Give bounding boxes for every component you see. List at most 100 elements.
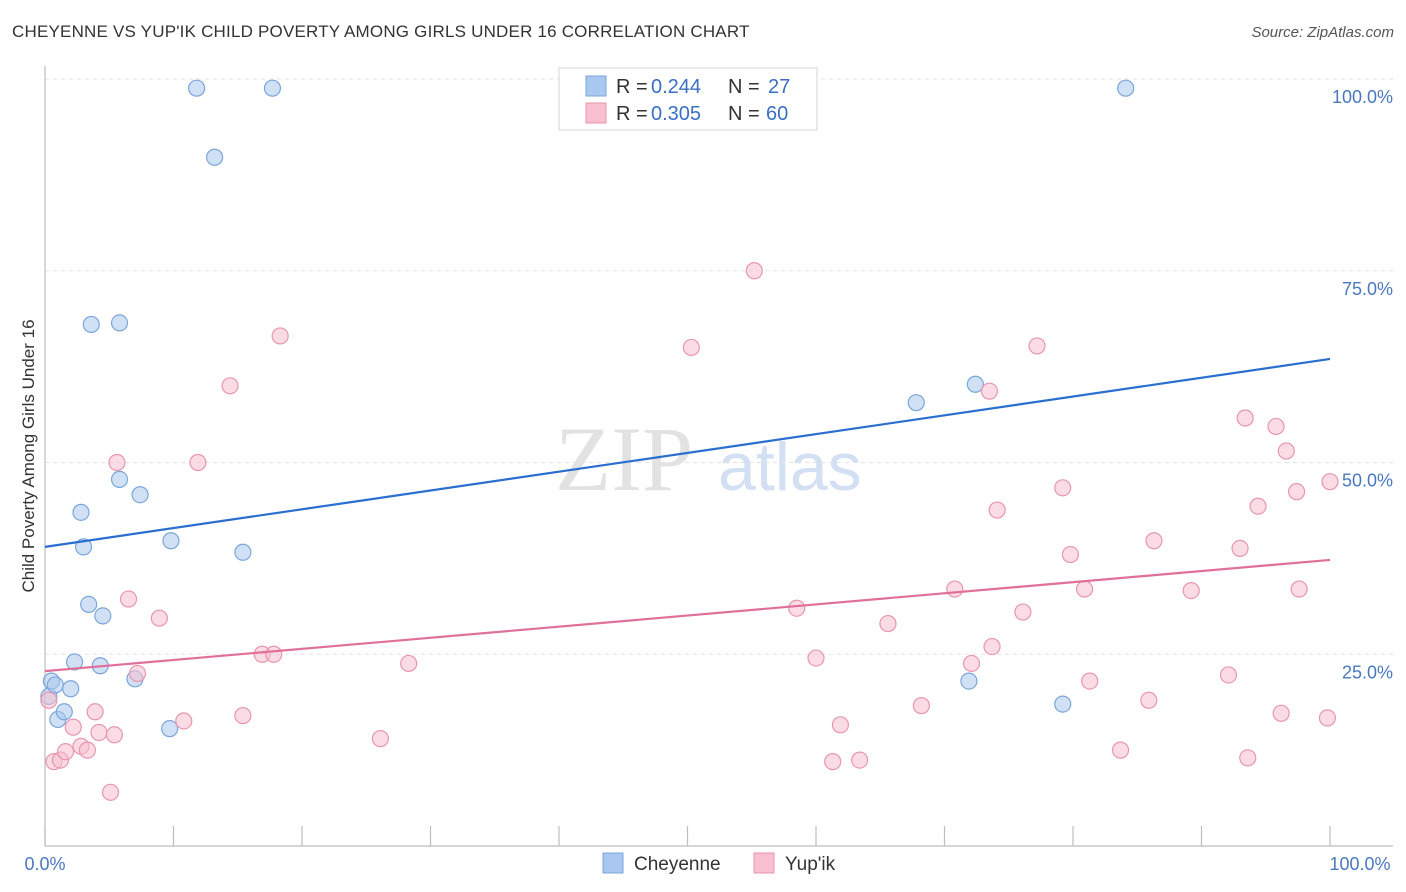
point-yupik-34 [962, 654, 981, 673]
point-yupik-49 [1231, 539, 1249, 558]
point-yupik-50 [1236, 409, 1254, 427]
x-tick-label-min: 0.0% [24, 854, 65, 874]
point-yupik-44 [1111, 741, 1130, 759]
point-yupik-14 [150, 609, 168, 627]
point-yupik-32 [912, 697, 930, 715]
point-yupik-35 [980, 382, 999, 400]
point-yupik-15 [175, 712, 193, 730]
point-yupik-54 [1272, 704, 1290, 722]
point-yupik-58 [1318, 709, 1337, 727]
trend-lines [44, 357, 1331, 673]
legend-r-label-1: R = [616, 76, 648, 98]
point-cheyenne-10 [82, 315, 100, 334]
source-label: Source: ZipAtlas.com [1251, 24, 1394, 41]
legend-n-value-1: 27 [768, 76, 790, 98]
point-yupik-13 [128, 664, 147, 683]
watermark-zip: ZIP [555, 408, 693, 510]
point-cheyenne-14 [110, 470, 129, 488]
point-yupik-21 [271, 327, 289, 345]
point-cheyenne-19 [188, 79, 206, 97]
point-yupik-18 [234, 707, 252, 725]
x-axis-ticks [44, 826, 1331, 846]
point-yupik-7 [86, 703, 104, 721]
point-yupik-22 [371, 730, 389, 748]
point-cheyenne-16 [131, 486, 149, 504]
y-tick-label-3: 25.0% [1342, 662, 1393, 682]
point-cheyenne-21 [234, 543, 252, 561]
point-yupik-55 [1277, 442, 1295, 460]
point-cheyenne-23 [907, 394, 925, 412]
point-cheyenne-5 [62, 680, 80, 698]
bottom-legend-swatch-cheyenne [602, 852, 624, 874]
trend-line-yupik [44, 558, 1331, 673]
point-yupik-48 [1219, 666, 1238, 684]
y-tick-label-0: 100.0% [1332, 87, 1393, 107]
point-yupik-56 [1287, 483, 1306, 501]
bottom-legend-yupik: Yup'ik [785, 854, 836, 875]
point-yupik-53 [1267, 417, 1285, 436]
point-cheyenne-27 [1117, 79, 1135, 97]
point-cheyenne-9 [80, 595, 98, 613]
bottom-legend-cheyenne: Cheyenne [634, 854, 721, 875]
point-yupik-24 [682, 338, 700, 357]
legend-r-label-2: R = [616, 103, 648, 125]
point-cheyenne-7 [72, 503, 90, 521]
legend-swatch-cheyenne [585, 75, 607, 97]
point-cheyenne-4 [55, 703, 73, 721]
page-title: CHEYENNE VS YUP'IK CHILD POVERTY AMONG G… [12, 22, 750, 41]
bottom-legend-swatch-yupik [753, 852, 775, 874]
point-yupik-30 [851, 751, 869, 769]
data-points [40, 79, 1339, 801]
point-yupik-46 [1145, 532, 1163, 550]
point-yupik-11 [108, 453, 126, 472]
point-yupik-23 [400, 654, 418, 673]
point-yupik-52 [1249, 497, 1267, 515]
y-tick-label-2: 50.0% [1342, 471, 1393, 491]
x-tick-label-max: 100.0% [1329, 854, 1390, 874]
point-cheyenne-20 [206, 148, 224, 166]
point-yupik-9 [101, 783, 120, 801]
correlation-legend: R = 0.244 N = 27 R = 0.305 N = 60 [558, 67, 818, 131]
point-yupik-4 [64, 718, 82, 736]
point-yupik-27 [807, 649, 825, 667]
point-yupik-28 [824, 753, 842, 771]
legend-swatch-yupik [585, 102, 607, 124]
point-yupik-31 [879, 614, 897, 633]
legend-r-value-2: 0.305 [651, 103, 701, 125]
point-yupik-6 [78, 741, 97, 759]
point-yupik-47 [1182, 581, 1200, 600]
point-yupik-59 [1321, 473, 1339, 491]
point-cheyenne-24 [966, 375, 984, 393]
point-yupik-51 [1239, 749, 1257, 767]
point-yupik-43 [1081, 672, 1099, 690]
point-yupik-3 [56, 743, 75, 761]
point-yupik-41 [1061, 545, 1080, 564]
point-cheyenne-17 [161, 720, 179, 738]
point-cheyenne-26 [1054, 695, 1072, 713]
y-tick-label-1: 75.0% [1342, 279, 1393, 299]
point-yupik-16 [189, 453, 207, 472]
point-yupik-12 [119, 590, 138, 608]
legend-n-label-1: N = [728, 76, 760, 98]
point-yupik-36 [983, 637, 1001, 656]
point-cheyenne-13 [110, 314, 129, 332]
point-yupik-38 [1014, 603, 1032, 621]
point-yupik-45 [1140, 691, 1158, 709]
point-yupik-0 [40, 691, 58, 709]
watermark-atlas: atlas [718, 429, 862, 505]
point-cheyenne-12 [94, 607, 112, 625]
trend-line-cheyenne [44, 357, 1331, 548]
point-yupik-39 [1028, 337, 1046, 355]
point-cheyenne-22 [263, 79, 282, 97]
legend-r-value-1: 0.244 [651, 76, 701, 98]
point-yupik-37 [988, 501, 1006, 519]
point-yupik-33 [946, 580, 964, 598]
point-yupik-26 [788, 599, 806, 617]
point-cheyenne-18 [162, 532, 180, 550]
y-axis-title: Child Poverty Among Girls Under 16 [19, 319, 38, 592]
point-cheyenne-6 [65, 653, 84, 671]
point-yupik-10 [105, 726, 123, 744]
point-yupik-8 [90, 723, 108, 742]
point-yupik-25 [745, 262, 763, 280]
